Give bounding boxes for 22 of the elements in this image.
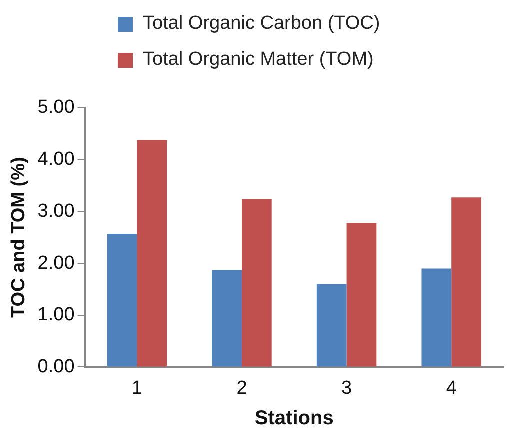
x-axis-title: Stations [254,408,334,430]
y-tick-label: 3.00 [38,200,75,222]
y-tick-label: 1.00 [38,304,75,326]
bar [422,268,452,367]
bar [452,198,482,367]
legend-label: Total Organic Carbon (TOC) [143,13,380,35]
y-tick-label: 4.00 [38,149,75,170]
bar [137,140,168,367]
y-tick-label: 0.00 [38,356,75,378]
x-tick-label: 4 [446,378,458,399]
bar [316,284,347,367]
bar [242,199,272,367]
x-tick-label: 2 [236,378,248,399]
bar [346,223,377,367]
bar [212,270,242,367]
y-tick-label: 2.00 [38,252,75,274]
x-tick-label: 1 [132,378,142,399]
x-tick-label: 3 [342,378,352,399]
y-axis-title: TOC and TOM (%) [8,157,30,318]
y-tick-label: 5.00 [38,97,75,118]
legend-label: Total Organic Matter (TOM) [143,49,374,71]
bar [107,234,138,367]
